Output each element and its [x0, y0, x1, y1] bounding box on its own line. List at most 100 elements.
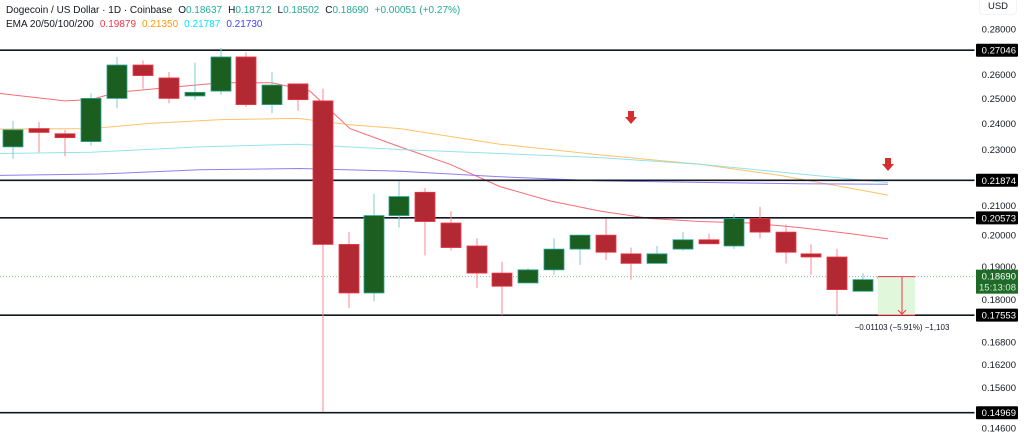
candle-body [210, 56, 232, 92]
candle-body [543, 248, 565, 271]
candle-body [80, 98, 102, 142]
candle-body [466, 245, 488, 274]
candle-body [28, 128, 50, 133]
axis-tick-label: 0.26000 [982, 70, 1016, 81]
candle-body [852, 279, 874, 292]
candle [235, 52, 257, 108]
axis-tick-label: 0.16800 [982, 338, 1016, 349]
candle [414, 188, 436, 256]
candle-body [800, 253, 822, 258]
axis-tick-label: 0.25000 [982, 94, 1016, 105]
candle-body [261, 84, 283, 105]
ema-200-value: 0.21730 [226, 19, 263, 30]
candle [2, 120, 24, 159]
countdown-label: 15:13:08 [979, 283, 1016, 294]
ohlc-high: H 0.18712 [228, 4, 271, 18]
symbol-legend-row: Dogecoin / US Dollar · 1D · Coinbase O 0.… [6, 4, 460, 18]
price-axis[interactable]: 0.28000 0.26000 0.25000 0.24000 0.23000 0.210… [974, 0, 1018, 435]
axis-tick-label: 0.18000 [982, 295, 1016, 306]
axis-tick-label: 0.19000 [982, 262, 1016, 273]
candle [826, 249, 848, 316]
level-price-label: 0.17553 [982, 311, 1016, 322]
candle [261, 72, 283, 114]
candle-body [723, 218, 745, 247]
candle-body [491, 272, 513, 287]
candle [595, 218, 617, 261]
candle [80, 93, 102, 146]
current-price-badge[interactable] [976, 269, 1018, 294]
candle [749, 206, 771, 239]
level-price-badge[interactable] [976, 406, 1018, 420]
candle [569, 234, 591, 265]
ema-20-line [0, 82, 889, 240]
measure-label: −0.01103 (−5.91%) −1,103 [855, 323, 950, 332]
candle [158, 72, 180, 104]
current-price-label: 0.18690 [982, 272, 1016, 283]
level-price-badge[interactable] [976, 308, 1018, 322]
ohlc-high-value: 0.18712 [235, 5, 272, 16]
candle [388, 180, 410, 228]
axis-tick-label: 0.28000 [982, 24, 1016, 35]
symbol-title[interactable]: Dogecoin / US Dollar · 1D · Coinbase [6, 5, 173, 16]
candle-body [517, 269, 539, 284]
ohlc-close-value: 0.18690 [332, 5, 369, 16]
candle [852, 273, 874, 292]
axis-tick-label: 0.24000 [982, 119, 1016, 130]
horizontal-levels [0, 49, 975, 414]
candle [106, 56, 128, 109]
candle-body [672, 239, 694, 250]
candle-body [646, 253, 668, 264]
axis-tick-label: 0.21000 [982, 201, 1016, 212]
measure-range-box[interactable] [878, 276, 915, 316]
candle-body [184, 91, 206, 97]
candle [440, 211, 462, 251]
candle [132, 60, 154, 89]
ema-legend-row: EMA 20/50/100/200 0.19879 0.21350 0.2178… [6, 18, 460, 32]
ohlc-high-key: H [228, 5, 236, 16]
level-price-badge[interactable] [976, 173, 1018, 187]
ohlc-low-value: 0.18502 [283, 5, 320, 16]
ohlc-open-key: O [178, 5, 186, 16]
candle [338, 232, 360, 309]
ema-lines [0, 82, 889, 240]
candle-body [287, 83, 309, 101]
ohlc-open: O 0.18637 [178, 4, 222, 18]
candle-body [158, 77, 180, 99]
candle-body [414, 191, 436, 222]
ohlc-low: L 0.18502 [278, 4, 320, 18]
candle [210, 47, 232, 95]
candle [312, 88, 334, 412]
candle [620, 247, 642, 280]
level-price-label: 0.14969 [982, 408, 1016, 419]
level-price-label: 0.20573 [982, 213, 1016, 224]
candle-body [569, 234, 591, 250]
ohlc-low-key: L [277, 5, 284, 16]
candle [775, 224, 797, 264]
ohlc-close: C 0.18690 [325, 4, 368, 18]
level-price-badge[interactable] [976, 211, 1018, 225]
arrow-down-icon [882, 158, 894, 171]
measure-tool[interactable]: −0.01103 (−5.91%) −1,103 [855, 276, 950, 332]
axis-tick-label: 0.20000 [982, 231, 1016, 242]
candle [543, 238, 565, 275]
axis-tick-label: 0.23000 [982, 145, 1016, 156]
level-price-label: 0.27046 [982, 46, 1016, 57]
candle-body [54, 133, 76, 139]
candle [672, 232, 694, 251]
candle [800, 244, 822, 275]
candle-body [749, 218, 771, 233]
ema-200-line [0, 167, 889, 185]
ohlc-close-key: C [325, 5, 333, 16]
ohlc-open-value: 0.18637 [185, 5, 223, 16]
candle [28, 122, 50, 153]
ema-indicator-label[interactable]: EMA 20/50/100/200 [6, 19, 94, 30]
currency-label[interactable]: USD [979, 0, 1017, 15]
candle-body [312, 100, 334, 245]
candle [723, 214, 745, 250]
annotations [625, 111, 894, 171]
candle [646, 245, 668, 264]
level-price-badge[interactable] [976, 43, 1018, 57]
candle-body [826, 256, 848, 290]
candles [2, 47, 899, 412]
